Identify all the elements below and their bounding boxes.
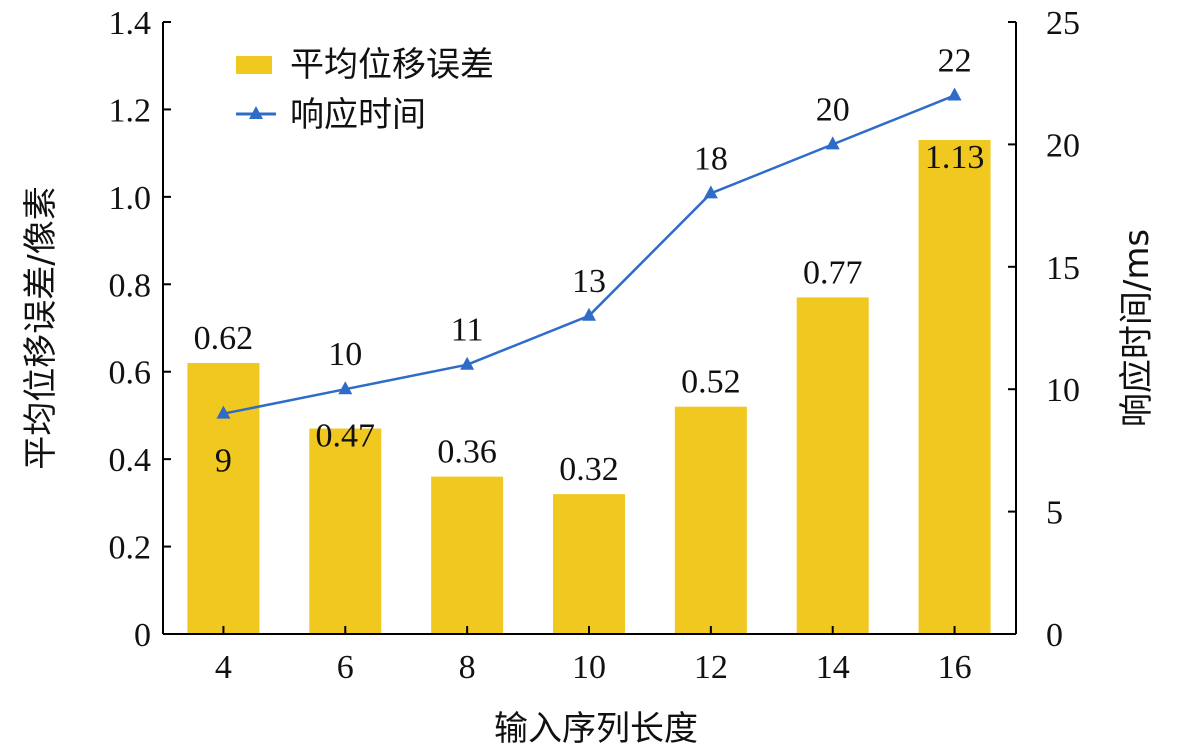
x-tick-label: 16 <box>938 649 972 686</box>
y-left-tick-label: 0.6 <box>109 355 152 392</box>
y-left-tick-label: 0 <box>134 617 151 654</box>
line-marker-10 <box>582 307 596 321</box>
y-right-tick-label: 25 <box>1046 5 1080 42</box>
bars-layer <box>187 140 991 634</box>
x-tick-label: 12 <box>694 649 728 686</box>
bar-value-label-16: 1.13 <box>925 139 985 176</box>
y-left-tick-label: 0.4 <box>109 442 152 479</box>
bar-16 <box>918 140 991 634</box>
bar-value-label-8: 0.36 <box>437 434 497 471</box>
line-value-label-14: 20 <box>816 91 850 128</box>
legend: 平均位移误差 响应时间 <box>236 45 494 135</box>
line-value-label-16: 22 <box>938 42 972 79</box>
y-right-tick-label: 15 <box>1046 250 1080 287</box>
y-left-tick-label: 1.2 <box>109 92 152 129</box>
bar-10 <box>553 494 625 634</box>
legend-bar-label: 平均位移误差 <box>290 45 494 85</box>
line-marker-14 <box>825 136 840 150</box>
y-left-tick-label: 0.2 <box>109 530 152 567</box>
line-marker-8 <box>460 356 475 370</box>
bar-value-label-12: 0.52 <box>681 364 741 401</box>
x-tick-label: 6 <box>337 649 354 686</box>
legend-bar-swatch <box>236 56 272 74</box>
y-right-tick-label: 0 <box>1046 617 1063 654</box>
y-left-tick-label: 0.8 <box>109 267 152 304</box>
x-tick-label: 10 <box>572 649 606 686</box>
line-layer <box>216 87 962 419</box>
y-right-tick-label: 5 <box>1046 495 1063 532</box>
legend-line-marker <box>249 106 263 119</box>
line-value-label-6: 10 <box>328 336 362 373</box>
bar-value-label-14: 0.77 <box>803 254 863 291</box>
y-left-tick-label: 1.4 <box>109 5 152 42</box>
ticks-layer: 0 0.2 0.4 0.6 0.8 1.0 1.2 1.4 0 5 10 15 20 25 4 6 8 10 12 1… <box>109 5 1081 686</box>
y-axis-left-title: 平均位移误差/像素 <box>21 186 61 469</box>
line-marker-12 <box>703 185 718 199</box>
y-left-tick-label: 1.0 <box>109 180 152 217</box>
y-axis-right-title: 响应时间/ms <box>1117 229 1157 427</box>
line-value-label-12: 18 <box>694 140 728 177</box>
bar-4 <box>187 362 260 634</box>
line-marker-4 <box>216 405 231 419</box>
line-value-label-8: 11 <box>451 312 484 349</box>
x-tick-label: 14 <box>816 649 850 686</box>
bar-8 <box>431 476 504 634</box>
bar-12 <box>674 406 747 634</box>
bar-value-label-4: 0.62 <box>194 320 254 357</box>
bar-6 <box>309 428 382 634</box>
x-tick-label: 4 <box>215 649 232 686</box>
y-right-tick-label: 10 <box>1046 372 1080 409</box>
bar-14 <box>796 297 869 634</box>
x-axis-title: 输入序列长度 <box>494 709 698 749</box>
data-labels: 0.62 0.47 0.36 0.32 0.52 0.77 1.13 9 10 11 13 18 20 2… <box>194 42 985 488</box>
line-value-label-4: 9 <box>215 443 232 480</box>
line-marker-6 <box>338 381 353 395</box>
line-value-label-10: 13 <box>572 263 606 300</box>
x-tick-label: 8 <box>459 649 476 686</box>
bar-value-label-10: 0.32 <box>559 451 619 488</box>
line-marker-16 <box>947 87 962 101</box>
y-right-tick-label: 20 <box>1046 127 1080 164</box>
bar-value-label-6: 0.47 <box>316 418 376 455</box>
legend-line-label: 响应时间 <box>290 95 426 135</box>
